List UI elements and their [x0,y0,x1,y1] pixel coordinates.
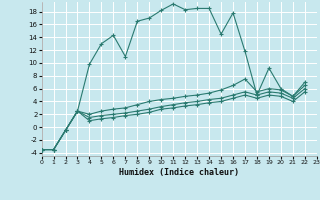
X-axis label: Humidex (Indice chaleur): Humidex (Indice chaleur) [119,168,239,177]
